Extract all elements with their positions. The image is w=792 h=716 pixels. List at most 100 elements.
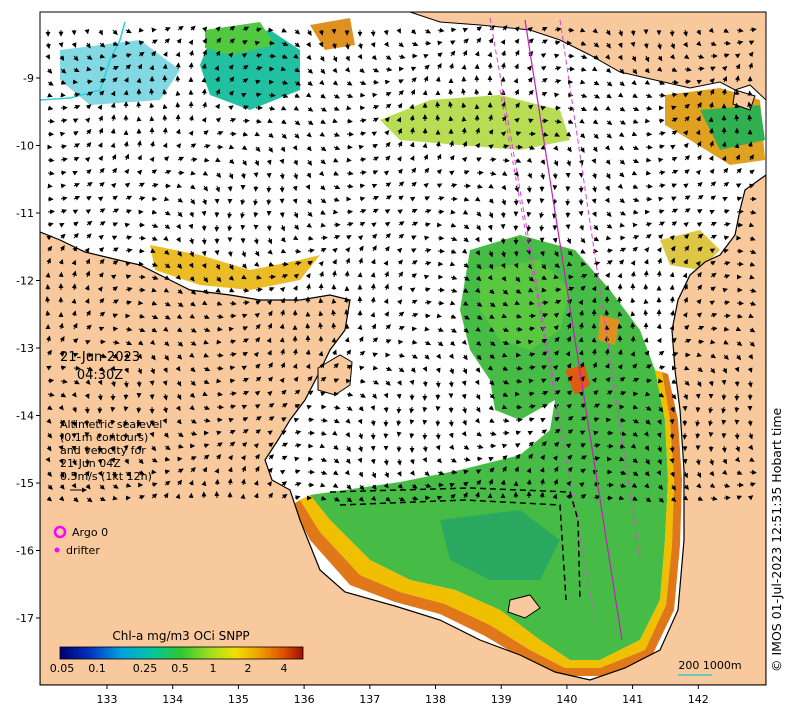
velocity-arrow (215, 103, 220, 110)
velocity-arrow (47, 209, 55, 215)
velocity-arrow (606, 133, 612, 139)
velocity-arrow (216, 391, 223, 397)
velocity-arrow (696, 29, 701, 36)
velocity-arrow (60, 118, 68, 124)
velocity-arrow (502, 157, 510, 163)
velocity-arrow (631, 55, 636, 62)
velocity-arrow (255, 53, 263, 58)
velocity-arrow (474, 196, 481, 202)
velocity-arrow (73, 104, 81, 110)
velocity-arrow (229, 38, 235, 44)
velocity-arrow (747, 101, 753, 109)
velocity-arrow (396, 28, 401, 34)
velocity-arrow (619, 119, 626, 125)
velocity-arrow (162, 127, 168, 135)
velocity-arrow (86, 195, 92, 201)
velocity-arrow (476, 456, 483, 462)
velocity-arrow (85, 42, 91, 49)
velocity-arrow (567, 119, 574, 124)
velocity-arrows (45, 25, 757, 503)
velocity-arrow (527, 104, 534, 110)
velocity-arrow (346, 157, 352, 163)
velocity-arrow (593, 80, 600, 86)
velocity-arrow (371, 131, 378, 137)
velocity-arrow (619, 198, 625, 204)
velocity-arrow (708, 101, 714, 109)
velocity-arrow (228, 144, 235, 150)
velocity-arrow (227, 52, 234, 58)
velocity-arrow (72, 118, 79, 124)
velocity-arrow (359, 183, 366, 189)
velocity-arrow (215, 50, 221, 57)
velocity-arrow (240, 172, 246, 180)
chl-east-orange-patch (565, 365, 590, 395)
velocity-arrow (747, 141, 753, 148)
velocity-arrow (333, 145, 341, 151)
velocity-arrow (514, 185, 519, 193)
velocity-arrow (188, 62, 194, 70)
velocity-arrow (266, 198, 272, 206)
velocity-arrow (203, 130, 209, 136)
velocity-arrow (99, 208, 106, 214)
velocity-arrow (554, 118, 562, 124)
velocity-arrow (398, 79, 404, 84)
velocity-arrow (110, 142, 116, 149)
velocity-arrow (528, 89, 534, 96)
velocity-arrow (47, 92, 53, 98)
lon-tick-label: 134 (162, 693, 183, 706)
velocity-arrow (539, 491, 545, 499)
velocity-arrow (514, 49, 520, 57)
velocity-arrow (253, 172, 259, 178)
velocity-arrow (228, 90, 234, 96)
velocity-arrow (721, 155, 727, 162)
velocity-arrow (436, 183, 443, 189)
velocity-arrow (86, 79, 93, 85)
velocity-arrow (307, 120, 314, 126)
velocity-arrow (149, 116, 155, 122)
velocity-arrow (696, 79, 703, 85)
velocity-arrow (632, 119, 639, 124)
velocity-arrow (98, 115, 103, 122)
velocity-arrow (306, 29, 312, 36)
velocity-arrow (370, 42, 376, 48)
velocity-arrow (242, 65, 249, 70)
velocity-arrow (384, 130, 390, 136)
velocity-arrow (630, 41, 636, 48)
velocity-arrow (164, 169, 172, 175)
velocity-arrow (539, 198, 545, 204)
velocity-arrow (566, 159, 571, 167)
velocity-arrow (476, 170, 484, 176)
velocity-arrow (643, 298, 649, 305)
velocity-arrow (241, 159, 247, 166)
velocity-arrow (45, 42, 51, 50)
velocity-arrow (658, 131, 666, 136)
velocity-arrow (292, 144, 298, 151)
velocity-arrow (216, 130, 224, 136)
velocity-arrow (462, 140, 467, 148)
colorbar-tick-2: 0.25 (133, 662, 158, 675)
lat-tick-label: -13 (16, 342, 34, 355)
velocity-arrow (409, 103, 415, 110)
velocity-arrow (280, 66, 287, 72)
velocity-arrow (554, 66, 562, 71)
velocity-arrow (593, 54, 600, 60)
velocity-arrow (45, 310, 51, 317)
velocity-arrow (436, 168, 442, 175)
velocity-arrow (240, 198, 246, 206)
velocity-arrow (253, 198, 259, 206)
velocity-arrow (644, 67, 650, 74)
velocity-arrow (645, 170, 652, 176)
velocity-arrow (448, 101, 454, 109)
velocity-arrow (112, 66, 120, 71)
velocity-arrow (617, 183, 623, 189)
velocity-arrow (215, 185, 220, 193)
velocity-arrow (331, 298, 337, 304)
velocity-arrow (424, 40, 432, 46)
velocity-arrow (696, 90, 703, 97)
velocity-arrow (749, 183, 755, 189)
velocity-arrow (201, 77, 207, 83)
velocity-arrow (227, 185, 233, 192)
velocity-arrow (541, 27, 548, 32)
velocity-arrow (619, 81, 625, 87)
velocity-arrow (73, 67, 80, 72)
